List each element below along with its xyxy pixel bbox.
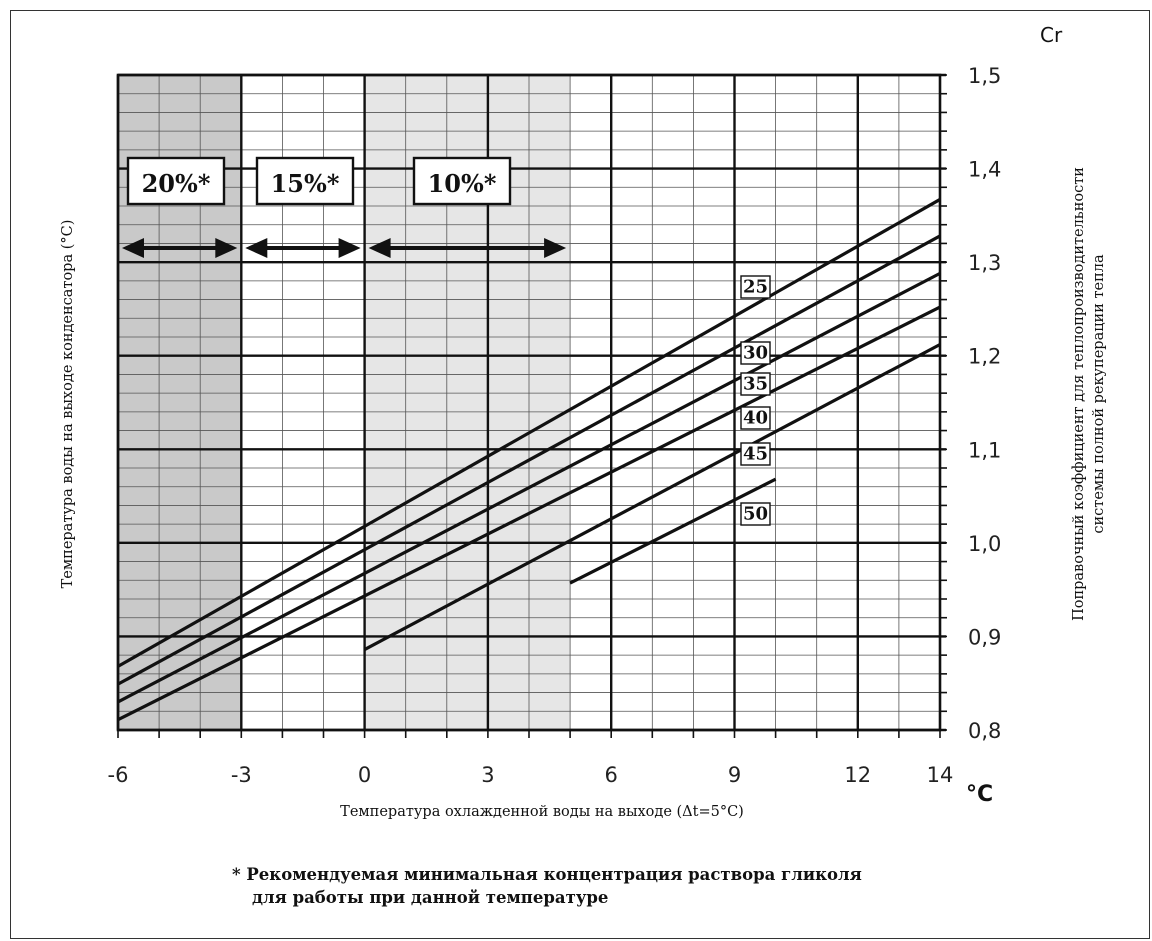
y-tick-label: 1,1 [968,438,1001,462]
zone-arrow-right-head-1 [338,238,361,258]
y-axis-label-left: Температура воды на выходе конденсатора … [60,220,76,589]
series-label-50: 50 [743,504,768,525]
footnote-line1: * Рекомендуемая минимальная концентрация… [232,865,862,884]
zone-arrow-left-head-2 [368,238,391,258]
series-label-30: 30 [743,343,768,364]
y-axis-label-right-line2: системы полной рекуперации тепла [1091,254,1107,534]
zone-label-1: 15%* [271,169,340,198]
x-axis-label: Температура охлажденной воды на выходе (… [340,804,744,820]
zone-arrow-left-head-1 [245,238,268,258]
zone-arrow-right-head-2 [544,238,567,258]
series-label-box-45 [740,442,771,466]
x-tick-label: 6 [605,763,618,787]
y-axis-label-right-line1: Поправочный коэффициент для теплопроизво… [1071,167,1087,621]
zone-label-box-1 [255,156,355,206]
series-line-40 [117,305,941,722]
y-tick-label: 0,9 [968,625,1001,649]
y-tick-label: 1,0 [968,532,1001,556]
zone-arrow-left-head-0 [122,238,144,258]
y-tick-label: 1,5 [968,64,1001,88]
series-label-box-50 [740,502,771,526]
series-label-40: 40 [743,408,768,429]
series-label-45: 45 [743,444,768,465]
y-axis-title-cr: Cr [1040,23,1063,47]
y-tick-label: 1,2 [968,345,1001,369]
footnote-line2: для работы при данной температуре [252,888,609,907]
x-tick-label: 9 [728,763,741,787]
zone-arrow-right-head-0 [215,238,238,258]
series-line-45 [363,343,941,651]
series-label-25: 25 [743,277,768,298]
x-tick-label: -6 [108,763,129,787]
y-tick-label: 1,4 [968,158,1001,182]
zone-label-0: 20%* [142,169,211,198]
series-label-box-40 [740,406,771,430]
series-line-50 [569,477,777,585]
zone-label-2: 10%* [428,169,497,198]
series-line-35 [117,271,941,704]
x-tick-label: 3 [481,763,494,787]
series-label-box-30 [740,341,771,365]
x-tick-label: 12 [844,763,871,787]
series-label-35: 35 [743,374,768,395]
x-tick-label: 0 [358,763,371,787]
zone-label-box-2 [412,156,512,206]
x-axis-unit: °C [966,782,993,807]
series-label-box-25 [740,275,771,299]
series-line-30 [117,234,941,686]
x-tick-label: 14 [927,763,954,787]
y-tick-label: 0,8 [968,719,1001,743]
y-tick-label: 1,3 [968,251,1001,275]
series-label-box-35 [740,372,771,396]
series-line-25 [117,198,941,668]
x-tick-label: -3 [231,763,252,787]
zone-label-box-0 [126,156,226,206]
